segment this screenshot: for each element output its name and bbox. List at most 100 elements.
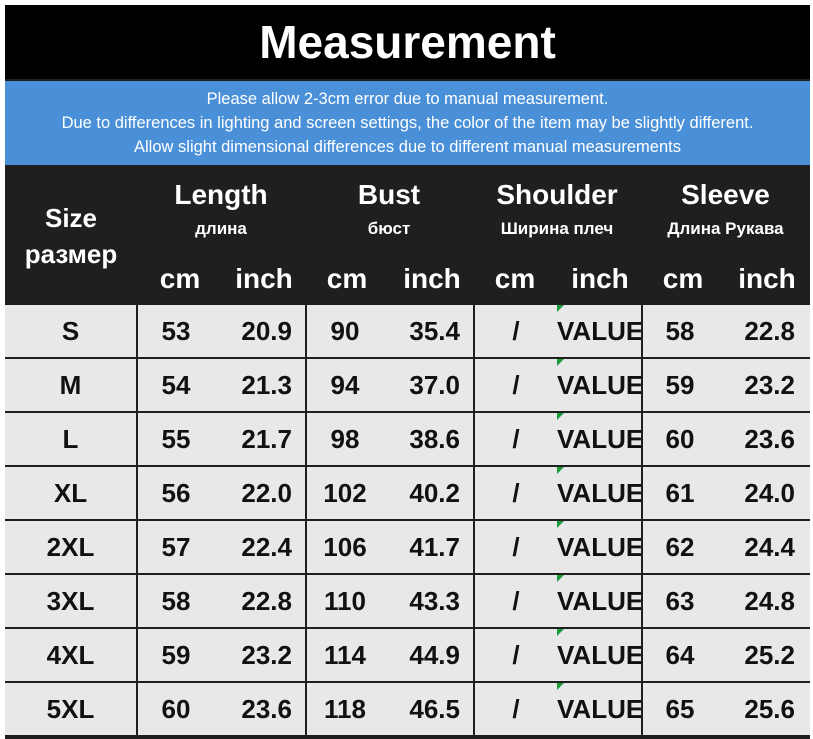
- bust-cm-cell: 118: [324, 694, 366, 724]
- header-sleeve: Sleeve: [681, 179, 770, 210]
- bust-cm-cell: 106: [323, 532, 367, 562]
- length-inch-cell: 21.3: [241, 370, 292, 400]
- table-cell: 106 41.7: [307, 521, 473, 573]
- sleeve-cm-cell: 63: [665, 586, 695, 616]
- table-cell: 102 40.2: [307, 467, 473, 519]
- header-bust: Bust: [357, 179, 421, 210]
- header-size: Size: [44, 203, 98, 233]
- cell-marker-icon: [557, 575, 564, 582]
- length-cm-cell: 54: [161, 370, 191, 400]
- table-cell: 94 37.0: [307, 359, 473, 411]
- table-cell: / VALUE: [475, 467, 641, 519]
- sleeve-cm-cell: 62: [665, 532, 695, 562]
- size-cell: L: [62, 424, 79, 454]
- table-header: Size размер Length длина cm inch Bust бю…: [5, 167, 810, 303]
- sleeve-inch-cell: 24.0: [744, 478, 795, 508]
- table-cell: 58 22.8: [643, 305, 810, 357]
- shoulder-inch-cell: VALUE: [557, 478, 641, 508]
- header-shoulder-ru: Ширина плеч: [500, 219, 614, 238]
- shoulder-cm-cell: /: [512, 424, 520, 454]
- bust-inch-cell: 44.9: [409, 640, 460, 670]
- sleeve-cm-cell: 60: [665, 424, 695, 454]
- table-cell: 56 22.0: [138, 467, 305, 519]
- table-cell: 114 44.9: [307, 629, 473, 681]
- cell-marker-icon: [557, 305, 564, 312]
- table-row: 3XL 58 22.8 110 43.3 / VALUE 63 24.8: [5, 575, 810, 627]
- header-length: Length: [174, 179, 268, 210]
- sleeve-cm-cell: 65: [665, 694, 695, 724]
- header-bust-ru: бюст: [367, 219, 411, 238]
- length-inch-cell: 22.0: [241, 478, 292, 508]
- table-cell: 4XL: [5, 629, 136, 681]
- table-cell: 60 23.6: [643, 413, 810, 465]
- table-cell: 90 35.4: [307, 305, 473, 357]
- bust-inch-cell: 43.3: [409, 586, 460, 616]
- shoulder-inch-cell: VALUE: [557, 694, 641, 724]
- bust-inch-cell: 37.0: [409, 370, 460, 400]
- length-inch-cell: 21.7: [241, 424, 292, 454]
- length-cm-cell: 53: [161, 316, 191, 346]
- sleeve-cm-cell: 58: [665, 316, 695, 346]
- cell-marker-icon: [557, 359, 564, 366]
- notice-line: Due to differences in lighting and scree…: [61, 114, 754, 132]
- table-cell: 55 21.7: [138, 413, 305, 465]
- table-cell: 59 23.2: [138, 629, 305, 681]
- table-cell: S: [5, 305, 136, 357]
- shoulder-inch-cell: VALUE: [557, 424, 641, 454]
- length-cm-cell: 58: [161, 586, 191, 616]
- cell-marker-icon: [557, 683, 564, 690]
- header-sleeve-cm: cm: [662, 263, 704, 294]
- table-row: L 55 21.7 98 38.6 / VALUE 60 23.6: [5, 413, 810, 465]
- bust-inch-cell: 41.7: [409, 532, 460, 562]
- length-cm-cell: 55: [161, 424, 191, 454]
- table-cell: 53 20.9: [138, 305, 305, 357]
- size-cell: 3XL: [46, 586, 95, 616]
- size-cell: 2XL: [46, 532, 95, 562]
- bust-cm-cell: 90: [330, 316, 360, 346]
- table-row: XL 56 22.0 102 40.2 / VALUE 61 24.0: [5, 467, 810, 519]
- sleeve-inch-cell: 24.4: [744, 532, 795, 562]
- table-cell: XL: [5, 467, 136, 519]
- size-cell: S: [61, 316, 80, 346]
- notice-line: Allow slight dimensional differences due…: [134, 138, 681, 156]
- table-body: S 53 20.9 90 35.4 / VALUE 58 22.8 M 54 21.3 94 37.0 / V…: [5, 303, 810, 739]
- table-cell: / VALUE: [475, 629, 641, 681]
- bust-inch-cell: 35.4: [409, 316, 460, 346]
- shoulder-cm-cell: /: [512, 586, 520, 616]
- shoulder-cm-cell: /: [512, 370, 520, 400]
- table-cell: 61 24.0: [643, 467, 810, 519]
- sleeve-inch-cell: 22.8: [744, 316, 795, 346]
- header-sleeve-ru: Длина Рукава: [667, 219, 784, 238]
- shoulder-inch-cell: VALUE: [557, 532, 641, 562]
- table-cell: 60 23.6: [138, 683, 305, 735]
- sleeve-cm-cell: 64: [665, 640, 695, 670]
- size-chart: Measurement Please allow 2-3cm error due…: [5, 5, 810, 739]
- bust-inch-cell: 46.5: [409, 694, 460, 724]
- length-inch-cell: 22.8: [241, 586, 292, 616]
- table-cell: 62 24.4: [643, 521, 810, 573]
- table-cell: 54 21.3: [138, 359, 305, 411]
- shoulder-inch-cell: VALUE: [557, 316, 641, 346]
- shoulder-inch-cell: VALUE: [557, 586, 641, 616]
- table-cell: / VALUE: [475, 305, 641, 357]
- bust-cm-cell: 110: [324, 586, 366, 616]
- table-cell: / VALUE: [475, 413, 641, 465]
- table-row: S 53 20.9 90 35.4 / VALUE 58 22.8: [5, 305, 810, 357]
- length-cm-cell: 56: [161, 478, 191, 508]
- shoulder-cm-cell: /: [512, 478, 520, 508]
- sleeve-inch-cell: 25.2: [744, 640, 795, 670]
- size-cell: 4XL: [46, 640, 95, 670]
- table-cell: 110 43.3: [307, 575, 473, 627]
- header-sleeve-inch: inch: [738, 263, 796, 294]
- shoulder-cm-cell: /: [512, 640, 520, 670]
- header-bust-inch: inch: [403, 263, 461, 294]
- table-cell: 118 46.5: [307, 683, 473, 735]
- cell-marker-icon: [557, 467, 564, 474]
- sleeve-inch-cell: 25.6: [744, 694, 795, 724]
- header-shoulder: Shoulder: [496, 179, 618, 210]
- bust-cm-cell: 94: [330, 370, 360, 400]
- length-cm-cell: 60: [161, 694, 191, 724]
- sleeve-cm-cell: 61: [665, 478, 695, 508]
- sleeve-cm-cell: 59: [665, 370, 695, 400]
- size-cell: XL: [53, 478, 88, 508]
